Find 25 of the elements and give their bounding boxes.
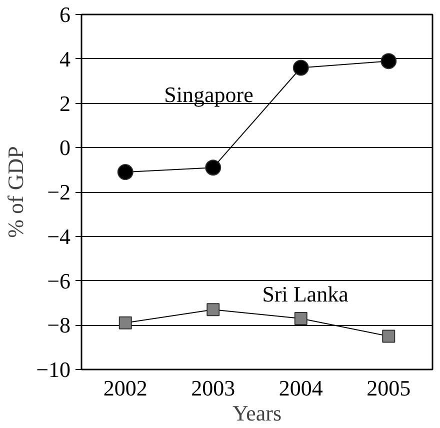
y-tick-label: −2 (47, 180, 71, 204)
point (380, 53, 397, 70)
point (294, 312, 308, 325)
y-tick-label: 6 (60, 2, 70, 27)
y-tick-label: −10 (36, 357, 71, 382)
y-tick-label: −8 (47, 312, 71, 338)
point (205, 160, 222, 176)
point (206, 303, 220, 316)
y-axis-title: % of GDP (3, 146, 28, 238)
x-axis-title: Years (232, 400, 282, 426)
x-tick-label: 2005 (366, 376, 411, 400)
x-tick-label: 2004 (278, 376, 323, 400)
x-tick-label: 2002 (103, 376, 148, 400)
point (118, 316, 132, 330)
point (382, 330, 396, 343)
y-tick-label: −4 (47, 224, 71, 249)
y-tick-label: −6 (47, 268, 71, 294)
x-tick-label: 2003 (191, 376, 236, 400)
y-tick-label: 2 (60, 90, 70, 116)
series-label: Sri Lanka (262, 282, 349, 307)
point (117, 164, 134, 180)
point (292, 60, 309, 76)
series-label: Singapore (164, 82, 254, 107)
y-tick-label: 4 (60, 46, 70, 72)
y-tick-label: 0 (60, 135, 70, 160)
